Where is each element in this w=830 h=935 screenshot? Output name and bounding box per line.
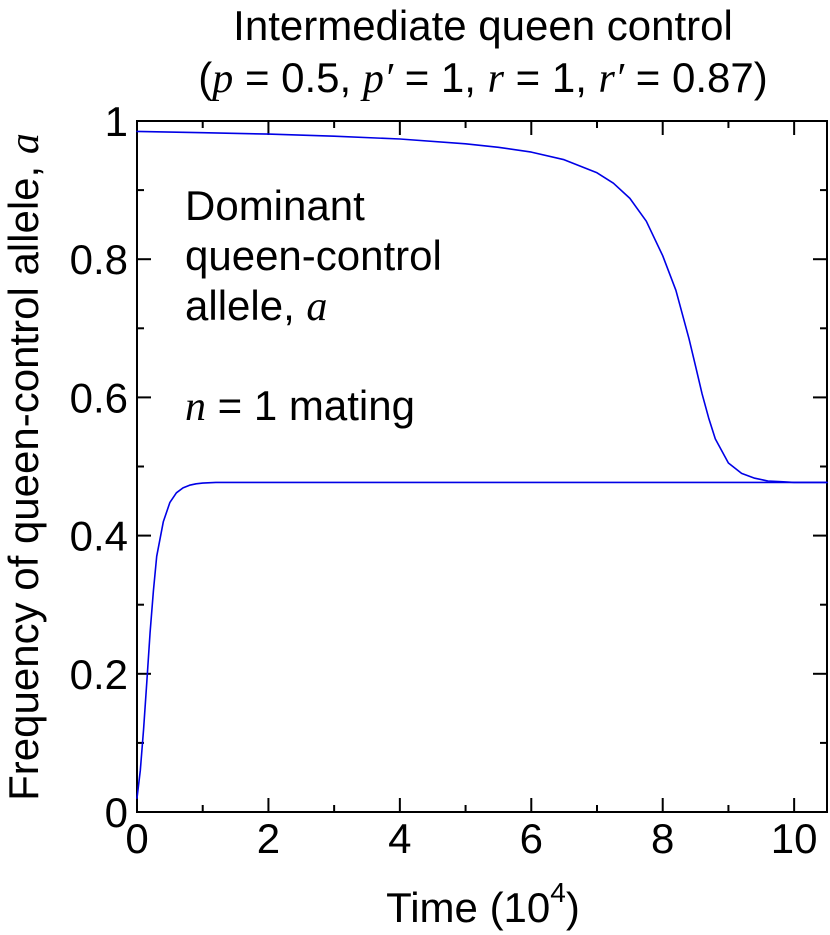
chart-title-line2: (p = 0.5, p′ = 1, r = 1, r′ = 0.87) (198, 54, 767, 102)
x-tick-label: 0 (125, 815, 148, 862)
x-tick-label: 8 (651, 815, 674, 862)
title-eq-rprime: = 0.87) (624, 54, 768, 101)
y-axis-label-var: a (2, 133, 48, 154)
annotation-line3: allele, a (185, 282, 327, 330)
annotation-line1: Dominant (185, 182, 365, 229)
x-tick-label: 2 (257, 815, 280, 862)
y-tick-label: 0.2 (70, 651, 128, 698)
y-tick-label: 0.8 (70, 236, 128, 283)
annotation-line2: queen-control (185, 232, 442, 279)
series-group (136, 130, 828, 800)
y-axis-label-text: Frequency of queen-control allele, (0, 154, 47, 801)
chart-title-line1: Intermediate queen control (233, 2, 733, 49)
title-open: ( (198, 54, 212, 101)
y-tick-label: 0 (105, 789, 128, 836)
title-var-pprime: p′ (360, 56, 394, 102)
title-var-p: p (209, 56, 233, 102)
x-tick-label: 6 (520, 815, 543, 862)
annotation-mating-var: n (185, 384, 206, 430)
title-var-r: r (488, 56, 505, 102)
title-var-rprime: r′ (599, 56, 625, 102)
x-axis-label-prefix: Time (10 (386, 884, 550, 931)
series-line-1 (136, 481, 828, 800)
y-tick-label: 0.4 (70, 513, 128, 560)
series-line-2 (136, 130, 828, 484)
annotation-mating-text: = 1 mating (206, 382, 415, 429)
x-tick-label: 4 (388, 815, 411, 862)
title-eq-pprime: = 1, (393, 54, 488, 101)
title-eq-r: = 1, (504, 54, 599, 101)
annotation-mating: n = 1 mating (185, 382, 415, 430)
y-tick-label: 0.6 (70, 374, 128, 421)
x-tick-label: 10 (771, 815, 818, 862)
title-eq-p: = 0.5, (233, 54, 363, 101)
annotation-line3-text: allele, (185, 282, 306, 329)
axis-ticks: 0 2 4 6 8 10 0 0.2 0.4 0.6 0.8 1 (70, 98, 827, 862)
x-axis-label: Time (104) (386, 877, 580, 931)
x-axis-label-exponent: 4 (550, 877, 566, 908)
x-axis-label-suffix: ) (566, 884, 580, 931)
y-axis-label: Frequency of queen-control allele, a (0, 133, 48, 801)
annotation-line3-var: a (306, 284, 327, 330)
y-tick-label: 1 (105, 98, 128, 145)
